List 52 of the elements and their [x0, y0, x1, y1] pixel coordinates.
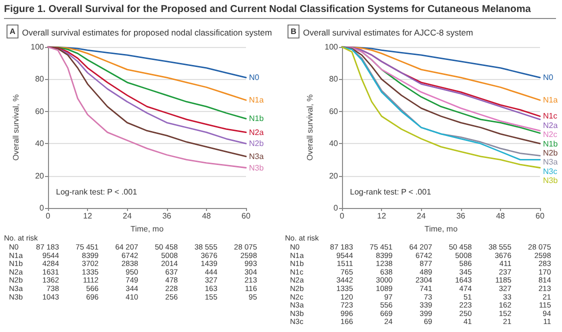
x-tick-label: 24: [416, 212, 426, 220]
y-tick-label: 40: [35, 139, 45, 148]
y-tick-label: 0: [334, 204, 339, 212]
x-tick-label: 12: [377, 212, 387, 220]
series-label: N3b: [249, 163, 264, 172]
x-tick-label: 48: [496, 212, 506, 220]
y-axis-title: Overall survival, %: [11, 94, 20, 161]
y-tick-label: 80: [35, 74, 45, 84]
y-tick-label: 80: [329, 74, 339, 84]
text: B: [290, 27, 297, 36]
y-tick-label: 60: [35, 106, 45, 116]
annotation: Log-rank test: P < .001: [350, 188, 432, 196]
series-label: N2c: [543, 130, 558, 140]
x-tick-label: 0: [46, 212, 51, 220]
y-tick-label: 0: [40, 204, 45, 212]
series-label: N1a: [543, 96, 558, 105]
x-tick-label: 60: [536, 212, 545, 220]
x-tick-label: 24: [122, 212, 132, 220]
x-axis-title: Time, mo: [424, 224, 458, 234]
annotation: Log-rank test: P < .001: [56, 188, 138, 196]
series-label: N3a: [249, 152, 264, 161]
series-label: N2a: [249, 128, 264, 137]
series-label: N3c: [543, 166, 558, 176]
y-tick-label: 100: [30, 42, 45, 52]
series-label: N2b: [249, 139, 264, 148]
chart-subtitle: Overall survival estimates for proposed nodal classification system: [22, 28, 272, 38]
y-tick-label: 100: [324, 42, 339, 52]
series-label: N0: [249, 73, 260, 82]
series-label: N1a: [249, 96, 264, 105]
text: A: [10, 27, 16, 36]
x-tick-label: 36: [456, 212, 466, 220]
x-axis-title: Time, mo: [130, 224, 164, 234]
series-label: N1b: [249, 114, 264, 124]
chart-subtitle: Overall survival estimates for AJCC-8 system: [303, 28, 474, 38]
text: Figure 1. Overall Survival for the Proposed and Current Nodal Classification Systems for Cutaneous Melanoma: [4, 4, 556, 19]
x-tick-label: 48: [202, 212, 212, 220]
series-label: N2a: [543, 120, 558, 130]
series-label: N3b: [543, 176, 558, 186]
y-tick-label: 40: [329, 139, 339, 148]
series-label: N2b: [543, 148, 558, 158]
x-tick-label: 60: [242, 212, 251, 220]
y-tick-label: 20: [329, 171, 339, 180]
y-tick-label: 60: [329, 106, 339, 116]
x-tick-label: 0: [340, 212, 345, 220]
series-label: N1c: [543, 112, 558, 121]
series-label: N1b: [543, 139, 558, 148]
x-tick-label: 36: [162, 212, 172, 220]
series-label: N3a: [543, 158, 558, 167]
y-tick-label: 20: [35, 171, 45, 180]
series-label: N0: [543, 73, 554, 82]
x-tick-label: 12: [83, 212, 93, 220]
y-axis-title: Overall survival, %: [305, 94, 314, 161]
